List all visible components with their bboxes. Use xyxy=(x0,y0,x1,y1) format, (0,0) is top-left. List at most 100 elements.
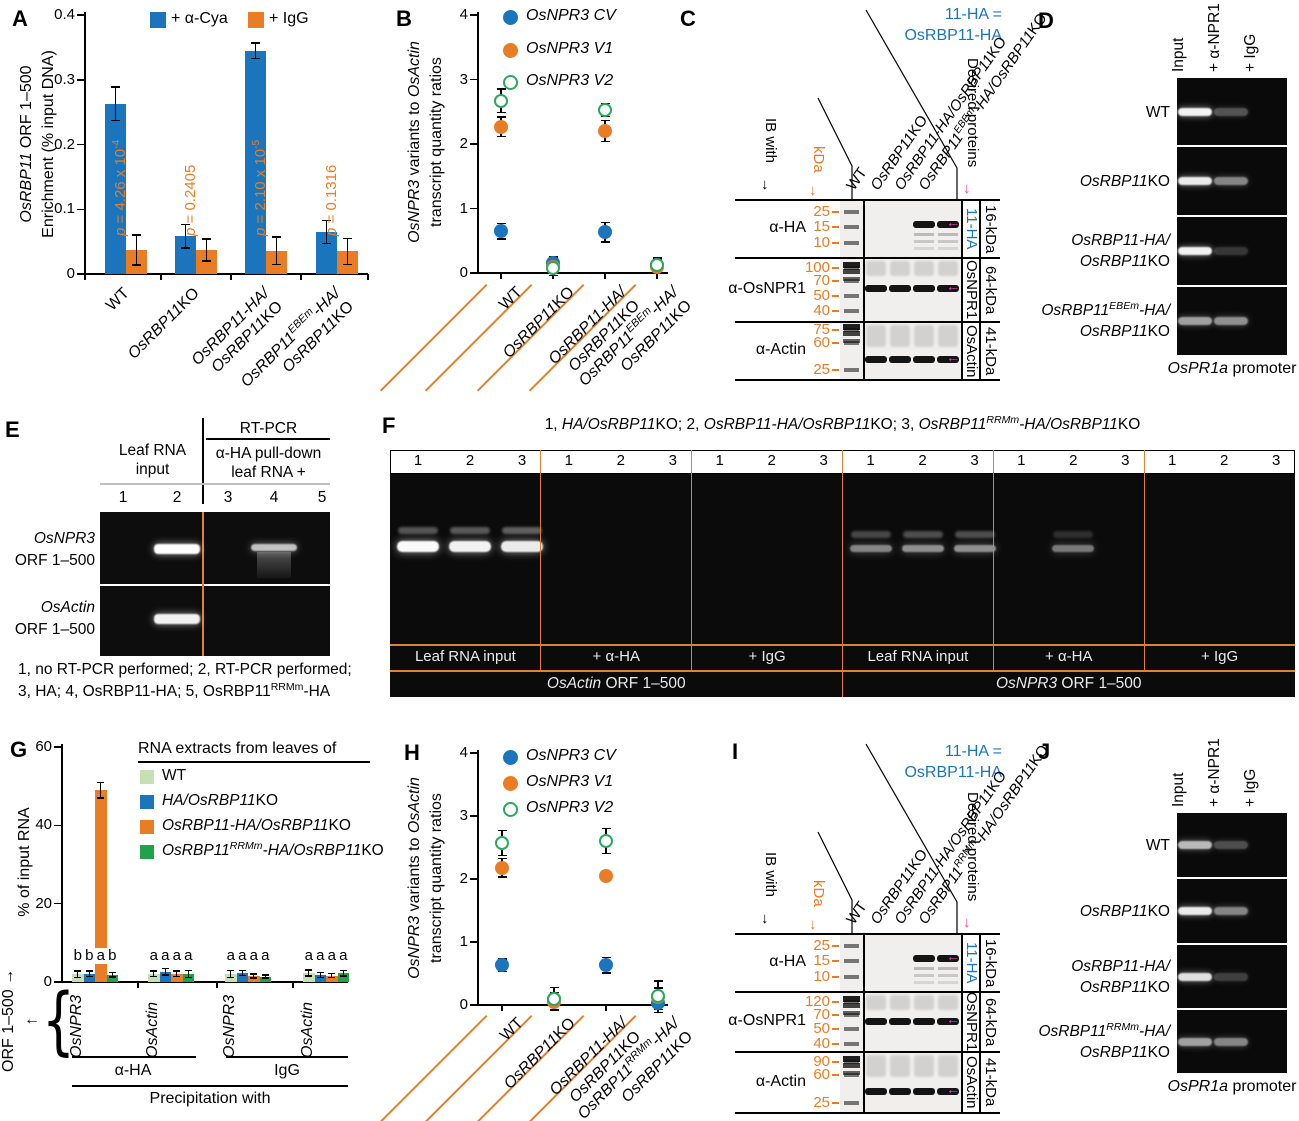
y-tick xyxy=(470,143,478,145)
dna-band xyxy=(1214,907,1248,915)
error-cap xyxy=(74,976,82,978)
dna-band xyxy=(953,545,996,552)
protein-subband xyxy=(914,247,934,250)
lane-number: 1 xyxy=(564,452,573,469)
y-tick xyxy=(470,752,478,754)
bar xyxy=(105,103,126,274)
marker-band xyxy=(843,269,860,274)
error-cap xyxy=(132,264,141,266)
gel-bottom-label: OsNPR3 ORF 1–500 xyxy=(995,675,1142,692)
y-tick xyxy=(54,824,62,827)
legend-label: OsNPR3 V2 xyxy=(526,72,614,89)
lane-number: 1 xyxy=(1168,452,1177,469)
ab-label: IgG xyxy=(274,1062,300,1079)
legend-dot xyxy=(503,10,518,25)
ib-with-label: IB with xyxy=(762,118,779,164)
error-cap xyxy=(173,970,181,972)
lane-number: 3 xyxy=(970,452,979,469)
error-bar xyxy=(205,239,208,262)
error-cap xyxy=(601,827,611,830)
kda-marker-label: 25 xyxy=(813,1094,830,1111)
error-cap xyxy=(161,967,169,970)
y-tick-label: 0.2 xyxy=(54,135,75,153)
protein-name-label: 11-HA xyxy=(963,208,980,250)
lane-number: 1 xyxy=(413,452,423,469)
protein-subband xyxy=(914,981,934,984)
kda-marker-label: 120 xyxy=(804,993,830,1010)
error-cap xyxy=(497,857,507,859)
y-tick xyxy=(470,1004,478,1006)
dna-band xyxy=(1214,972,1248,981)
protein-band xyxy=(889,1018,911,1025)
error-bar xyxy=(264,974,266,979)
dna-band xyxy=(251,544,297,551)
marker-band xyxy=(843,339,860,343)
protein-subband xyxy=(938,981,958,984)
data-point xyxy=(495,836,509,851)
protein-subband xyxy=(938,967,958,970)
dna-band xyxy=(849,545,892,552)
error-cap xyxy=(322,219,331,221)
dna-band xyxy=(1214,1037,1248,1046)
gel-bottom-label: OsActin ORF 1–500 xyxy=(546,675,686,692)
gel-bottom-label: OsPR1a promoter xyxy=(1167,360,1297,377)
data-point xyxy=(598,124,612,139)
bar xyxy=(148,973,160,982)
dna-band xyxy=(1214,247,1248,255)
blot-title: 11-HA = OsRBP11-HA xyxy=(904,743,1002,781)
kda-marker-label: 25 xyxy=(813,937,830,954)
gel-row-label: OsNPR3 ORF 1–500 xyxy=(14,530,95,569)
lane-smudge xyxy=(890,261,910,276)
protein-name-label: OsNPR1 xyxy=(963,260,980,320)
kda-marker-dash xyxy=(832,226,839,228)
dna-band xyxy=(1178,317,1212,325)
x-axis xyxy=(62,981,348,983)
protein-name-label: 11-HA xyxy=(963,942,980,984)
lane-number: 2 xyxy=(767,452,776,469)
error-cap xyxy=(653,987,663,989)
legend-dot xyxy=(503,802,518,817)
dna-band xyxy=(1178,907,1212,915)
data-point xyxy=(599,958,613,973)
gel-rule-v xyxy=(540,450,542,671)
data-point xyxy=(494,93,508,108)
kda-marker-dash xyxy=(832,267,839,269)
protein-subband xyxy=(914,974,934,977)
bar xyxy=(337,973,349,982)
dna-band xyxy=(1178,177,1212,185)
lane-smudge xyxy=(890,995,910,1010)
protein-band xyxy=(937,1018,959,1025)
legend-dot xyxy=(503,43,518,58)
marker-band xyxy=(844,368,859,372)
bar xyxy=(259,976,271,982)
error-cap xyxy=(238,975,246,977)
error-cap xyxy=(549,1009,559,1011)
y-tick xyxy=(54,981,62,983)
marker-band xyxy=(844,1027,859,1031)
section-label: + IgG xyxy=(1201,648,1239,665)
ib-with-arrow: ↓ xyxy=(761,910,769,927)
x-tick xyxy=(500,273,502,279)
kda-marker-dash xyxy=(832,1014,839,1016)
error-cap xyxy=(339,975,347,977)
legend-dot xyxy=(503,75,518,90)
brace: { xyxy=(42,978,75,1064)
antibody-label: α-OsNPR1 xyxy=(728,1012,806,1029)
y-tick-label: 0 xyxy=(459,996,468,1013)
lane-smudge xyxy=(866,325,886,347)
protein-band xyxy=(937,285,959,292)
dna-band-upper xyxy=(502,527,542,534)
lane-number: 1 xyxy=(715,452,724,469)
protein-subband xyxy=(938,974,958,977)
legend-dot xyxy=(503,776,518,791)
legend-label: OsRBP11RRMm-HA/OsRBP11KO xyxy=(162,839,384,859)
y-tick xyxy=(470,272,478,274)
legend-label: HA/OsRBP11KO xyxy=(162,792,279,809)
y-tick xyxy=(54,746,62,748)
error-cap xyxy=(184,969,192,972)
protein-band xyxy=(937,221,959,228)
data-point xyxy=(599,868,613,883)
